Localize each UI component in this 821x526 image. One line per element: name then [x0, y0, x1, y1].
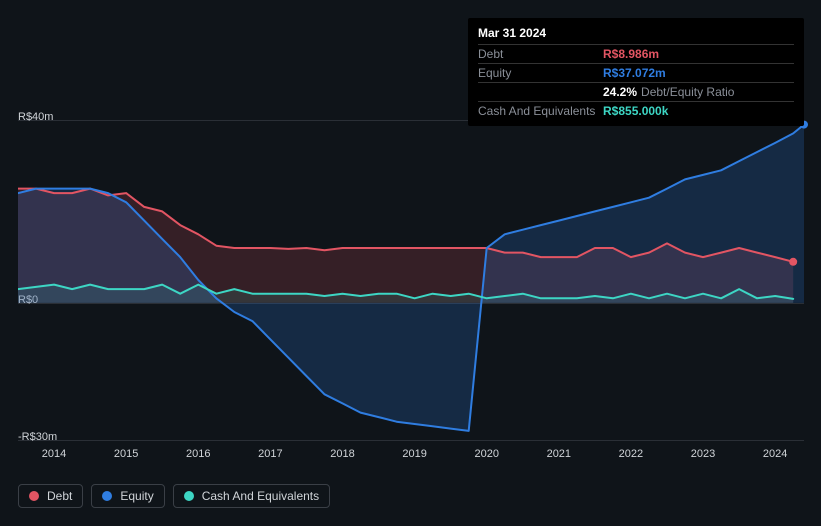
chart-container: Mar 31 2024 DebtR$8.986mEquityR$37.072m2… — [0, 0, 821, 526]
x-tick-label: 2024 — [763, 448, 787, 460]
tooltip-row-value: 24.2% — [603, 85, 637, 99]
legend-swatch-icon — [102, 491, 112, 501]
tooltip-row-value: R$37.072m — [603, 66, 666, 80]
legend-item-label: Cash And Equivalents — [202, 489, 319, 503]
tooltip-row-label: Debt — [478, 47, 603, 61]
tooltip-row: Cash And EquivalentsR$855.000k — [478, 101, 794, 120]
series-endpoint-debt — [789, 258, 797, 266]
x-tick-label: 2023 — [691, 448, 715, 460]
tooltip-row-value: R$855.000k — [603, 104, 668, 118]
x-tick-label: 2022 — [619, 448, 643, 460]
legend: Debt Equity Cash And Equivalents — [18, 484, 330, 508]
x-tick-label: 2019 — [402, 448, 426, 460]
x-tick-label: 2015 — [114, 448, 138, 460]
x-axis: 2014 2015 2016 2017 2018 2019 2020 2021 2022 2023… — [0, 448, 821, 464]
tooltip-rows: DebtR$8.986mEquityR$37.072m24.2% Debt/Eq… — [478, 44, 794, 120]
tooltip-date: Mar 31 2024 — [478, 24, 794, 44]
legend-item-debt[interactable]: Debt — [18, 484, 83, 508]
legend-item-equity[interactable]: Equity — [91, 484, 164, 508]
tooltip-box: Mar 31 2024 DebtR$8.986mEquityR$37.072m2… — [468, 18, 804, 126]
x-tick-label: 2016 — [186, 448, 210, 460]
x-tick-label: 2014 — [42, 448, 66, 460]
tooltip-row: 24.2% Debt/Equity Ratio — [478, 82, 794, 101]
x-tick-label: 2017 — [258, 448, 282, 460]
tooltip-row-label: Cash And Equivalents — [478, 104, 603, 118]
tooltip-row-label: Equity — [478, 66, 603, 80]
tooltip-row: EquityR$37.072m — [478, 63, 794, 82]
tooltip-row: DebtR$8.986m — [478, 44, 794, 63]
legend-item-label: Equity — [120, 489, 153, 503]
x-tick-label: 2020 — [474, 448, 498, 460]
tooltip-row-label — [478, 85, 603, 99]
tooltip-row-sublabel: Debt/Equity Ratio — [641, 85, 734, 99]
legend-item-label: Debt — [47, 489, 72, 503]
tooltip-row-value: R$8.986m — [603, 47, 659, 61]
x-tick-label: 2021 — [547, 448, 571, 460]
x-tick-label: 2018 — [330, 448, 354, 460]
legend-swatch-icon — [29, 491, 39, 501]
legend-swatch-icon — [184, 491, 194, 501]
legend-item-cash[interactable]: Cash And Equivalents — [173, 484, 330, 508]
